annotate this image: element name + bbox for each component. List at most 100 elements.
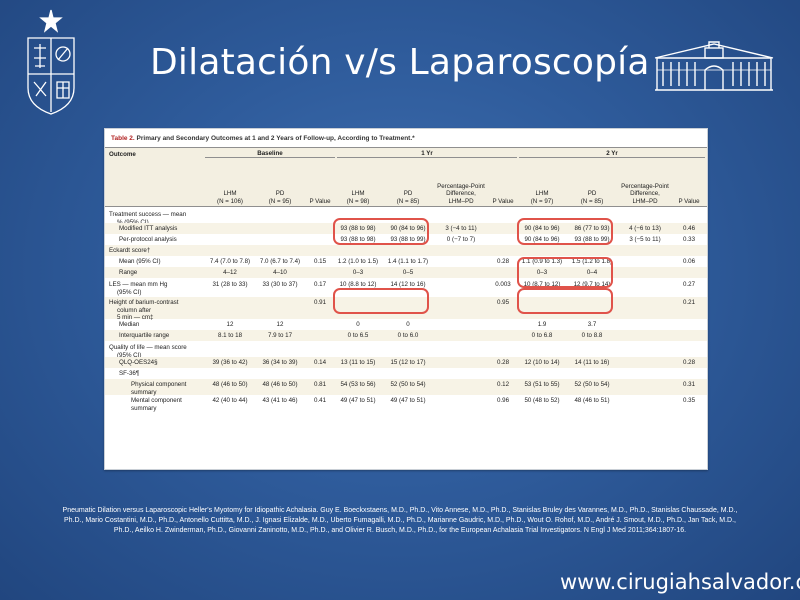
table-cell-y1-pd: 90 (84 to 96): [390, 225, 426, 232]
table-cell-y1-pd: 1.4 (1.1 to 1.7): [387, 258, 429, 265]
table-cell-y2-pd: 14 (11 to 16): [574, 359, 610, 366]
hospital-building-icon: [654, 41, 774, 91]
table-cell-y2-lhm: 10 (8.7 to 12): [523, 281, 561, 288]
column-header-b-pd-line2: (N = 95): [268, 197, 292, 205]
table-row-band: [105, 357, 707, 368]
row-label: Median: [119, 321, 140, 328]
row-label: QLQ-OES24§: [119, 359, 158, 366]
table-cell-y2-lhm: 1.1 (0.9 to 1.3): [521, 258, 563, 265]
table-cell-y2-pd: 52 (50 to 54): [574, 381, 610, 388]
table-cell-y1-diff: 0 (−7 to 7): [446, 236, 476, 243]
row-label: Mental component: [131, 397, 182, 404]
yr1-group-header: 1 Yr: [421, 150, 433, 157]
table-row-band: [105, 267, 707, 278]
table-cell-y2-pd: 48 (46 to 51): [574, 397, 610, 404]
row-label: Range: [119, 269, 138, 276]
row-label: 5 min — cm‡: [117, 314, 154, 321]
table-cell-y2-pd: 12 (9.7 to 14): [573, 281, 611, 288]
yr2-group-header: 2 Yr: [606, 150, 618, 157]
table-cell-b-pd: 43 (41 to 46): [262, 397, 298, 404]
table-row-band: [105, 330, 707, 341]
table-cell-b-lhm: 48 (46 to 50): [212, 381, 248, 388]
row-label: LES — mean mm Hg: [109, 281, 168, 288]
row-label: SF-36¶: [119, 370, 140, 377]
row-label: summary: [131, 404, 157, 412]
column-header-y2-pd-line1: PD: [587, 190, 597, 197]
table-cell-y2-p: 0.35: [682, 397, 696, 404]
table-cell-b-lhm: 8.1 to 18: [217, 332, 243, 339]
table-cell-y1-pd: 15 (12 to 17): [390, 359, 426, 366]
table-cell-y2-lhm: 12 (10 to 14): [524, 359, 560, 366]
table-row-band: [105, 379, 707, 395]
table-cell-y1-lhm: 54 (53 to 56): [340, 381, 376, 388]
column-header-y1-pd-line2: (N = 85): [396, 197, 420, 205]
table-cell-y1-lhm: 10 (8.8 to 12): [339, 281, 377, 288]
table-cell-y2-pd: 93 (88 to 99): [574, 236, 610, 243]
column-header-y1-diff-line2: Difference,: [446, 190, 476, 197]
table-cell-y1-pd: 0–5: [402, 269, 414, 276]
table-cell-y2-p: 0.31: [682, 381, 696, 388]
table-cell-b-lhm: 12: [226, 321, 234, 328]
row-label: Eckardt score†: [109, 247, 151, 254]
row-label: column after: [117, 306, 152, 314]
table-row-band: [105, 223, 707, 234]
table-cell-y2-p: 0.27: [682, 281, 696, 288]
table-cell-y1-lhm: 93 (88 to 98): [340, 225, 376, 232]
table-cell-y2-lhm: 0–3: [536, 269, 548, 276]
column-header-y1-diff-line3: LHM–PD: [448, 197, 474, 205]
table-cell-y2-p: 0.33: [682, 236, 696, 243]
row-label: Mean (95% CI): [119, 258, 161, 265]
table-cell-y2-p: 0.21: [682, 299, 696, 306]
table-cell-y1-lhm: 0 to 6.5: [347, 332, 369, 339]
row-label: Height of barium-contrast: [109, 299, 179, 306]
table-cell-y2-lhm: 90 (84 to 96): [524, 225, 560, 232]
row-label: summary: [131, 388, 157, 396]
yr2-group-rule: [519, 157, 705, 158]
table-cell-y1-diff: 3 (−4 to 11): [445, 225, 477, 232]
table-cell-y2-pd: 0 to 8.8: [581, 332, 603, 339]
highlight-yr2-eckardt: [517, 257, 613, 288]
table-cell-y1-lhm: 1.2 (1.0 to 1.5): [337, 258, 379, 265]
table-caption-label: Table 2.: [111, 135, 135, 142]
table-cell-y1-p: 0.28: [496, 359, 510, 366]
slide-title: Dilatación v/s Laparoscopía: [150, 42, 650, 83]
table-cell-y2-pd: 3.7: [587, 321, 597, 328]
table-cell-b-p: 0.14: [313, 359, 327, 366]
table-cell-y1-pd: 14 (12 to 16): [390, 281, 426, 288]
table-cell-b-lhm: 42 (40 to 44): [212, 397, 248, 404]
highlight-yr2-les: [517, 288, 613, 314]
outcomes-table: Table 2. Primary and Secondary Outcomes …: [104, 128, 708, 470]
column-header-y1-p-line1: P Value: [492, 197, 514, 205]
table-cell-b-pd: 7.0 (6.7 to 7.4): [259, 258, 301, 265]
table-cell-y2-pd: 86 (77 to 93): [574, 225, 610, 232]
table-cell-b-pd: 4–10: [273, 269, 287, 276]
table-caption: Table 2. Primary and Secondary Outcomes …: [111, 135, 415, 142]
table-cell-y2-pd: 0–4: [586, 269, 598, 276]
table-cell-y1-lhm: 49 (47 to 51): [340, 397, 376, 404]
table-cell-b-lhm: 7.4 (7.0 to 7.8): [209, 258, 251, 265]
header-bottom-rule: [105, 206, 707, 207]
outcome-column-header: Outcome: [109, 151, 136, 158]
table-cell-y1-p: 0.96: [496, 397, 510, 404]
table-cell-y1-p: 0.12: [496, 381, 510, 388]
row-label: Per-protocol analysis: [119, 236, 177, 243]
column-header-b-lhm-line1: LHM: [223, 190, 237, 197]
table-cell-b-p: 0.17: [313, 281, 327, 288]
table-cell-b-pd: 48 (46 to 50): [262, 381, 298, 388]
table-cell-y1-lhm: 13 (11 to 15): [340, 359, 376, 366]
table-cell-y2-p: 0.28: [682, 359, 696, 366]
header-top-rule: [105, 147, 707, 148]
highlight-yr2-success: [517, 218, 613, 245]
baseline-group-header: Baseline: [257, 150, 283, 157]
column-header-y2-diff-line1: Percentage-Point: [621, 182, 669, 190]
table-cell-y2-pd: 1.5 (1.2 to 1.8): [571, 258, 613, 265]
table-cell-b-pd: 12: [276, 321, 284, 328]
table-cell-y1-lhm: 0: [356, 321, 360, 328]
table-cell-b-lhm: 39 (36 to 42): [212, 359, 248, 366]
table-cell-y2-p: 0.46: [682, 225, 696, 232]
column-header-y2-lhm-line2: (N = 97): [530, 197, 554, 205]
table-cell-y2-lhm: 1.9: [537, 321, 547, 328]
column-header-y1-lhm-line1: LHM: [351, 190, 365, 197]
table-cell-y2-diff: 4 (−6 to 13): [629, 225, 661, 232]
row-label: Modified ITT analysis: [119, 225, 178, 232]
